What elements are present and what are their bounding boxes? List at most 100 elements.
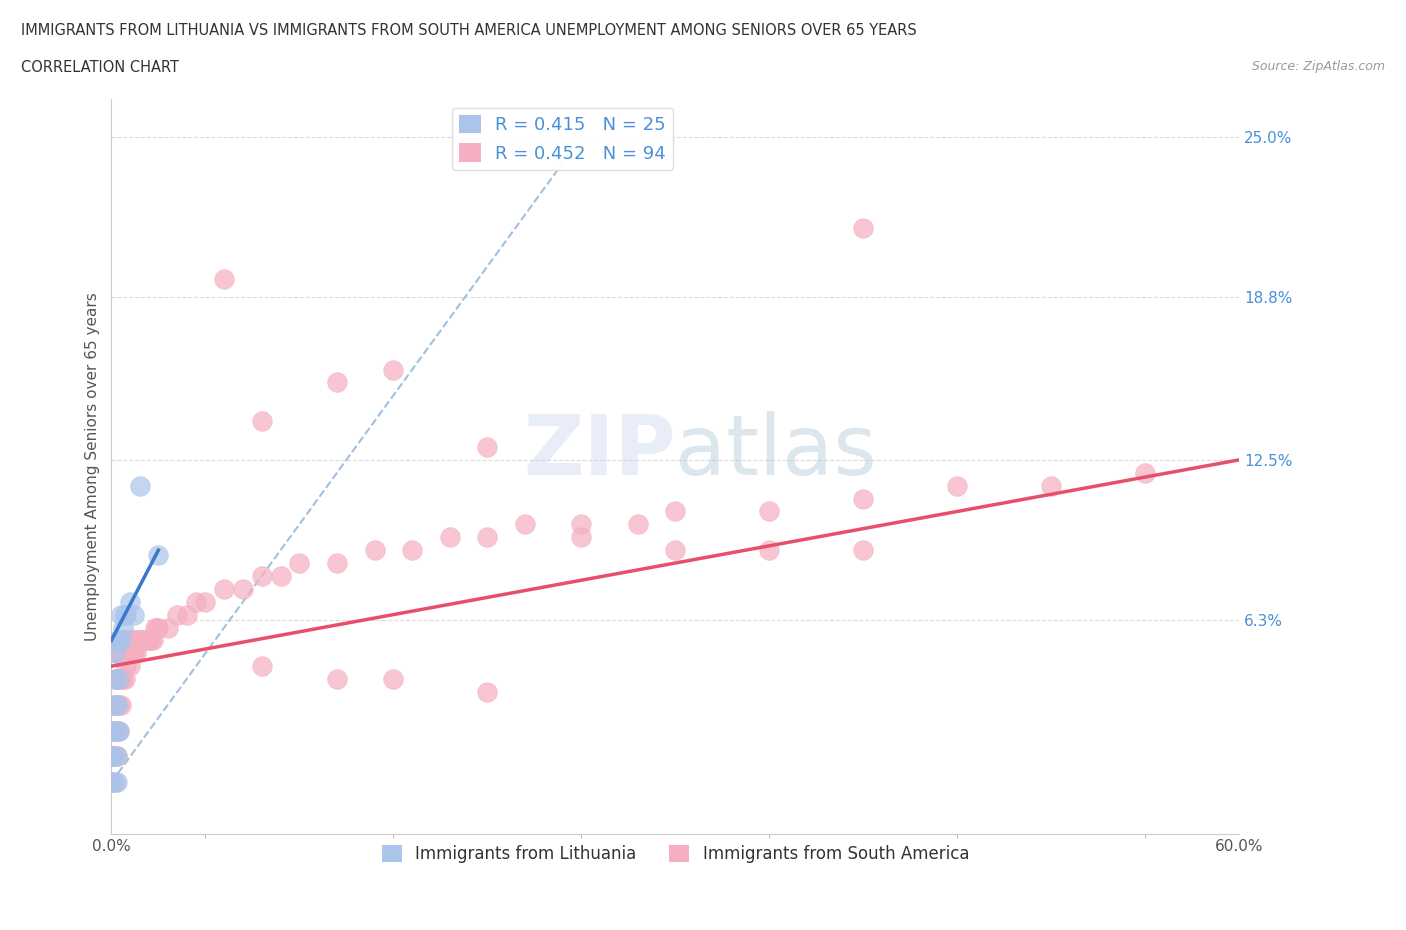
Point: [115, 607, 138, 622]
Point: [363, 543, 385, 558]
Text: IMMIGRANTS FROM LITHUANIA VS IMMIGRANTS FROM SOUTH AMERICA UNEMPLOYMENT AMONG SE: IMMIGRANTS FROM LITHUANIA VS IMMIGRANTS …: [21, 23, 917, 38]
Point: [664, 543, 686, 558]
Point: [477, 440, 499, 455]
Point: [131, 633, 153, 648]
Point: [121, 645, 143, 660]
Point: [194, 594, 217, 609]
Point: [100, 775, 122, 790]
Point: [156, 620, 179, 635]
Point: [105, 645, 128, 660]
Point: [477, 530, 499, 545]
Point: [105, 698, 128, 712]
Point: [121, 633, 143, 648]
Point: [250, 414, 273, 429]
Point: [148, 620, 170, 635]
Point: [111, 671, 134, 686]
Point: [184, 594, 207, 609]
Point: [382, 362, 405, 377]
Point: [110, 671, 132, 686]
Point: [105, 749, 128, 764]
Point: [382, 671, 405, 686]
Point: [100, 749, 122, 764]
Text: atlas: atlas: [675, 411, 877, 492]
Point: [128, 633, 150, 648]
Point: [103, 749, 125, 764]
Point: [108, 698, 131, 712]
Point: [114, 633, 136, 648]
Point: [134, 633, 156, 648]
Point: [103, 724, 125, 738]
Point: [108, 633, 131, 648]
Point: [571, 530, 593, 545]
Point: [120, 645, 142, 660]
Text: CORRELATION CHART: CORRELATION CHART: [21, 60, 179, 75]
Point: [166, 607, 188, 622]
Point: [128, 478, 150, 493]
Point: [104, 775, 127, 790]
Point: [100, 749, 122, 764]
Point: [125, 633, 148, 648]
Point: [250, 568, 273, 583]
Point: [105, 749, 128, 764]
Point: [114, 645, 136, 660]
Point: [127, 633, 149, 648]
Point: [114, 607, 136, 622]
Point: [104, 698, 127, 712]
Point: [125, 645, 148, 660]
Point: [758, 504, 780, 519]
Point: [120, 658, 142, 673]
Point: [100, 775, 122, 790]
Point: [176, 607, 198, 622]
Point: [104, 671, 127, 686]
Point: [105, 724, 128, 738]
Point: [104, 645, 127, 660]
Point: [212, 272, 235, 286]
Point: [115, 658, 138, 673]
Point: [132, 633, 155, 648]
Point: [108, 633, 131, 648]
Point: [212, 581, 235, 596]
Point: [110, 633, 132, 648]
Point: [104, 671, 127, 686]
Point: [110, 698, 132, 712]
Point: [111, 620, 134, 635]
Point: [108, 645, 131, 660]
Point: [110, 607, 132, 622]
Point: [111, 645, 134, 660]
Point: [664, 504, 686, 519]
Point: [103, 749, 125, 764]
Point: [145, 620, 167, 635]
Point: [110, 645, 132, 660]
Point: [326, 555, 349, 570]
Legend: Immigrants from Lithuania, Immigrants from South America: Immigrants from Lithuania, Immigrants fr…: [375, 838, 976, 870]
Point: [142, 633, 165, 648]
Point: [114, 671, 136, 686]
Point: [122, 607, 145, 622]
Text: ZIP: ZIP: [523, 411, 675, 492]
Point: [108, 671, 131, 686]
Point: [1040, 478, 1063, 493]
Point: [105, 724, 128, 738]
Point: [115, 633, 138, 648]
Point: [138, 633, 160, 648]
Point: [627, 517, 650, 532]
Point: [122, 645, 145, 660]
Point: [105, 775, 128, 790]
Point: [108, 671, 131, 686]
Point: [136, 633, 159, 648]
Point: [270, 568, 292, 583]
Point: [103, 724, 125, 738]
Y-axis label: Unemployment Among Seniors over 65 years: Unemployment Among Seniors over 65 years: [86, 292, 100, 641]
Point: [326, 375, 349, 390]
Point: [143, 620, 166, 635]
Point: [104, 698, 127, 712]
Point: [108, 724, 131, 738]
Text: Source: ZipAtlas.com: Source: ZipAtlas.com: [1251, 60, 1385, 73]
Point: [104, 724, 127, 738]
Point: [571, 517, 593, 532]
Point: [439, 530, 461, 545]
Point: [105, 671, 128, 686]
Point: [852, 220, 875, 235]
Point: [104, 749, 127, 764]
Point: [852, 491, 875, 506]
